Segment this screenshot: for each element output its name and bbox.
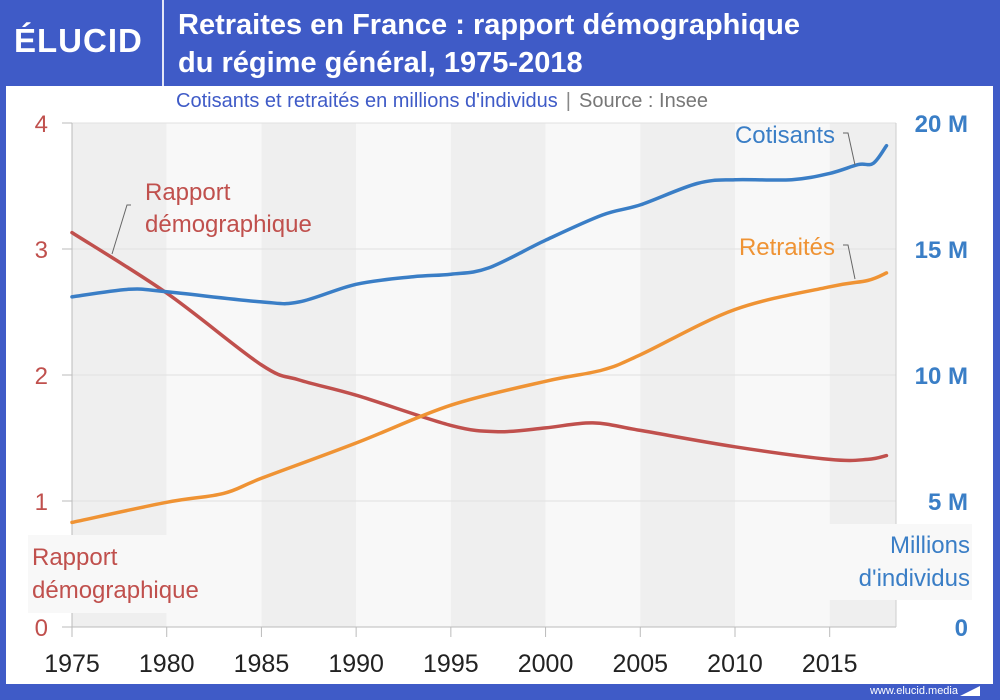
left-y-tick-label: 0 [35,615,48,642]
left-axis-title-box [28,535,250,613]
x-tick-label: 2000 [518,650,574,678]
rapport-series-label-line1: Rapport [145,179,231,206]
source-text: Source : Insee [578,90,708,112]
retraites-series-label: Retraités [739,234,835,261]
footer-url: www.elucid.media [869,685,958,697]
chart-title-line2: du régime général, 1975-2018 [178,47,583,79]
rapport-demographique-line [70,230,889,463]
left-y-tick-label: 3 [35,237,48,264]
right-y-tick-label: 20 M [915,111,968,138]
right-axis-title-box [820,524,972,600]
right-y-tick-label: 5 M [928,489,968,516]
x-tick-label: 2015 [802,650,858,678]
left-axis-title-line2: démographique [32,577,199,604]
series-lines [70,143,889,525]
right-y-tick-label: 0 [955,615,968,642]
x-tick-label: 1990 [328,650,384,678]
x-tick-label: 1980 [139,650,195,678]
right-axis-title-line1: Millions [890,532,970,559]
labels: Rapport démographique Cotisants Retraités Ra… [28,122,972,613]
x-tick-label: 1975 [44,650,100,678]
x-tick-label: 1995 [423,650,479,678]
cotisants-line [70,143,889,306]
chart-subtitle: Cotisants et retraités en millions d'ind… [176,90,708,113]
x-tick-label: 1985 [234,650,290,678]
retraites-leader-line [843,244,856,280]
x-tick-label: 2005 [612,650,668,678]
cotisants-leader-line [843,132,856,166]
elucid-logo: ÉLUCID [14,22,143,59]
subtitle-separator: | [565,90,571,112]
cotisants-series-label: Cotisants [735,122,835,149]
retraites-line [70,271,889,525]
axes: 0 1 2 3 4 0 5 M 10 M 15 M 20 M 1975 1980 1985 1990 199… [35,111,968,678]
elucid-flag-icon [960,686,980,696]
right-y-tick-label: 15 M [915,237,968,264]
left-y-tick-label: 4 [35,111,48,138]
left-axis-title-line1: Rapport [32,544,118,571]
left-y-tick-label: 2 [35,363,48,390]
subtitle-text: Cotisants et retraités en millions d'ind… [176,90,558,112]
right-axis-title-line2: d'individus [859,565,970,592]
header-bar: ÉLUCID Retraites en France : rapport dém… [0,0,1000,86]
left-y-tick-label: 1 [35,489,48,516]
right-y-tick-label: 10 M [915,363,968,390]
rapport-leader-line [111,204,131,255]
chart-title-line1: Retraites en France : rapport démographi… [178,9,801,41]
header-divider [162,0,164,86]
x-tick-label: 2010 [707,650,763,678]
chart-title: Retraites en France : rapport démographi… [178,6,978,82]
rapport-series-label-line2: démographique [145,211,312,238]
